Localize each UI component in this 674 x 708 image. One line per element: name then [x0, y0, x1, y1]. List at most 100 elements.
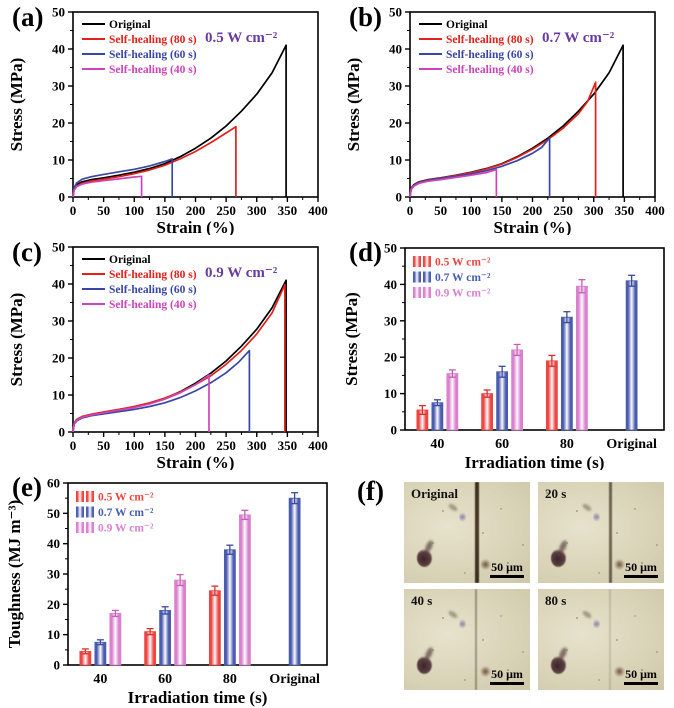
x-tick-label: 200 — [186, 438, 206, 453]
particle-spot — [613, 558, 625, 570]
panel-label-b: (b) — [349, 2, 382, 32]
legend-label: 0.9 W cm⁻² — [435, 288, 491, 300]
scale-line — [624, 575, 658, 578]
bar — [575, 285, 588, 431]
y-tick-label: 10 — [389, 153, 402, 168]
y-tick-label: 20 — [52, 116, 65, 131]
panel-label-d: (d) — [349, 237, 382, 267]
particle-smudge — [447, 502, 459, 513]
panel-e: (e) 0 10 20 30 40 50 60 40 60 80 Original 0.5 W cm⁻… — [0, 470, 337, 708]
scale-line — [490, 575, 524, 578]
x-tick-label: 0 — [70, 438, 77, 453]
y-tick-label: 40 — [47, 536, 60, 551]
y-tick-label: 50 — [389, 5, 402, 20]
legend-label: Self-healing (60 s) — [109, 284, 197, 296]
y-tick-label: 20 — [389, 116, 402, 131]
y-tick-label: 40 — [52, 42, 65, 57]
particle-speck — [593, 512, 601, 523]
x-tick-label: 100 — [462, 203, 482, 218]
panel-label-e: (e) — [12, 472, 42, 502]
x-tick-label: 400 — [645, 203, 665, 218]
legend-label: 0.7 W cm⁻² — [98, 507, 154, 519]
crack-line — [608, 482, 612, 583]
crack-line — [608, 589, 611, 690]
legend-label: Self-healing (60 s) — [109, 49, 197, 61]
x-tick-label: 50 — [434, 203, 447, 218]
x-tick-label: 150 — [492, 203, 512, 218]
category-label: 40 — [93, 672, 107, 687]
panel-label-a: (a) — [12, 2, 44, 32]
legend-label: Self-healing (80 s) — [109, 269, 197, 281]
y-tick-label: 40 — [389, 42, 402, 57]
plot-frame — [67, 482, 328, 666]
bar — [625, 280, 638, 431]
particle-speck — [593, 619, 601, 630]
panel-b: (b) 0 50 100 150 200 250 300 350 400 0 10 20 30 40 50 O… — [337, 0, 674, 235]
y-tick-label: 30 — [389, 79, 402, 94]
plot-frame — [409, 11, 656, 198]
category-label: 80 — [560, 437, 574, 452]
micrograph-tile-40s: 40 s 50 μm — [404, 589, 530, 690]
panel-label-f: (f) — [357, 476, 384, 506]
series-line — [72, 374, 210, 433]
x-tick-label: 250 — [216, 203, 236, 218]
stress-bar-chart: 0 10 20 30 40 50 40 60 80 Original 0.5 W cm⁻² 0.7 W… — [342, 241, 665, 470]
y-tick-label: 30 — [52, 314, 65, 329]
legend-label: Self-healing (40 s) — [109, 64, 197, 76]
legend-label: Self-healing (40 s) — [109, 299, 197, 311]
legend-label: 0.7 W cm⁻² — [435, 272, 491, 284]
scale-line — [490, 682, 524, 685]
y-axis-label: Stress (MPa) — [342, 292, 361, 386]
y-tick-label: 20 — [47, 597, 60, 612]
scale-bar: 50 μm — [624, 561, 658, 578]
legend-swatch — [423, 256, 431, 267]
y-tick-label: 60 — [47, 476, 60, 491]
x-tick-label: 200 — [186, 203, 206, 218]
y-tick-label: 10 — [47, 627, 60, 642]
series-line — [409, 168, 498, 198]
x-tick-label: 150 — [155, 203, 175, 218]
legend-label: Self-healing (80 s) — [446, 34, 534, 46]
bar — [446, 373, 459, 431]
x-tick-label: 400 — [308, 438, 328, 453]
power-annotation: 0.9 W cm⁻² — [205, 265, 278, 281]
bar — [481, 393, 494, 431]
particle-blob — [416, 655, 432, 674]
x-tick-label: 100 — [125, 438, 145, 453]
category-label: 60 — [495, 437, 509, 452]
panel-f: (f) Original 50 μm 20 s 50 μm — [337, 470, 674, 708]
y-axis-label: Stress (MPa) — [7, 293, 26, 387]
dust-dots — [546, 492, 548, 494]
tile-label: Original — [411, 486, 458, 501]
crack-line — [474, 589, 478, 690]
x-tick-label: 350 — [278, 438, 298, 453]
x-tick-label: 250 — [553, 203, 573, 218]
bar — [208, 590, 221, 666]
x-axis-label: Strain (%) — [494, 218, 572, 235]
scale-label: 50 μm — [625, 667, 657, 681]
y-tick-label: 50 — [52, 240, 65, 255]
x-tick-label: 50 — [97, 203, 110, 218]
plot-frame — [72, 11, 319, 198]
legend-swatch — [413, 287, 421, 298]
category-label: Original — [606, 437, 657, 452]
legend-label: 0.9 W cm⁻² — [98, 523, 154, 535]
legend-label: Original — [109, 19, 151, 31]
legend-swatch — [76, 506, 84, 518]
x-tick-label: 400 — [308, 203, 328, 218]
x-tick-label: 0 — [407, 203, 414, 218]
legend-label: Self-healing (80 s) — [109, 34, 197, 46]
bar — [109, 613, 122, 666]
y-axis-label: Stress (MPa) — [344, 58, 363, 152]
scale-label: 50 μm — [625, 560, 657, 574]
plot-frame — [404, 247, 665, 431]
stress-strain-chart-0.5W: 0 50 100 150 200 250 300 350 400 0 10 20 30 40 50 Origi… — [7, 5, 328, 236]
scale-label: 50 μm — [491, 667, 523, 681]
legend-label: Original — [109, 254, 151, 266]
y-tick-label: 50 — [52, 5, 65, 20]
particle-blob — [550, 548, 566, 567]
bar — [511, 349, 524, 431]
x-axis-label: Strain (%) — [157, 453, 235, 470]
x-tick-label: 250 — [216, 438, 236, 453]
